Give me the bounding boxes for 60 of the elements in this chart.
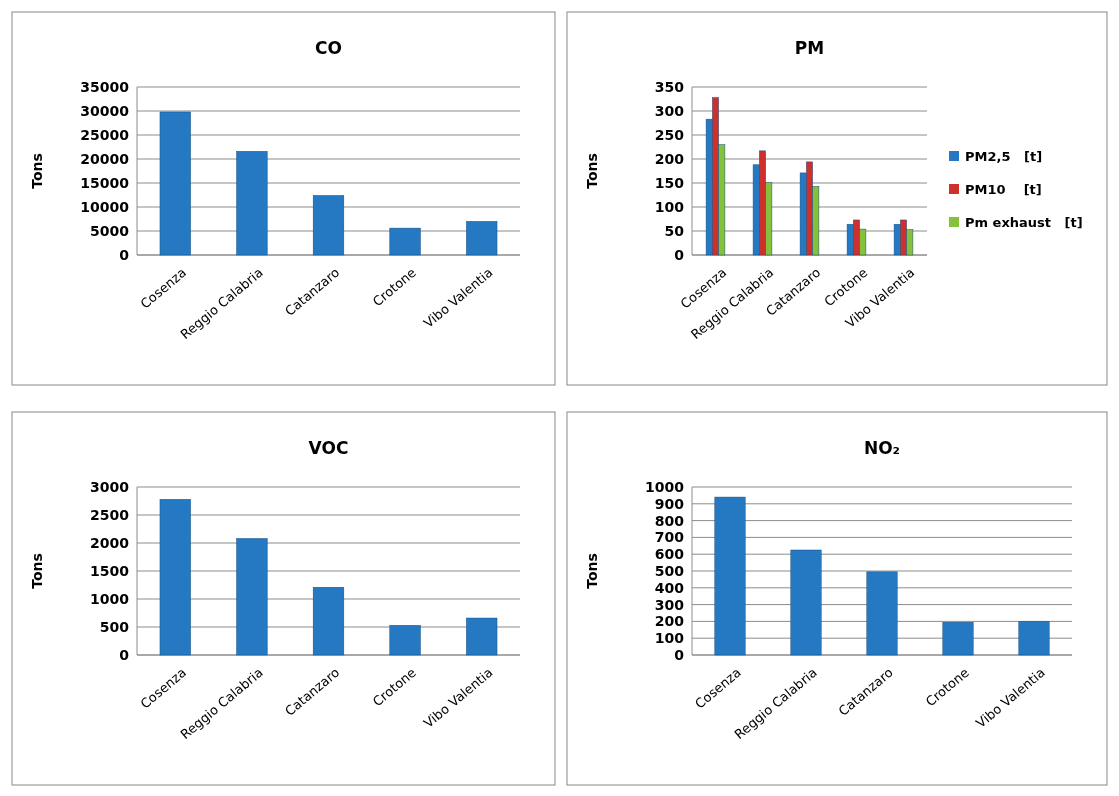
y-tick-label: 800	[654, 512, 685, 529]
y-tick-label: 50	[664, 222, 685, 239]
y-tick-label: 500	[99, 618, 130, 635]
bar	[389, 625, 421, 656]
y-tick-label: 5000	[90, 222, 130, 239]
y-axis-title: Tons	[584, 553, 600, 589]
y-tick-label: 300	[654, 102, 685, 119]
y-tick-label: 150	[654, 174, 685, 191]
y-tick-label: 600	[654, 546, 685, 563]
y-tick-label: 15000	[80, 174, 130, 191]
y-axis-title: Tons	[29, 553, 45, 589]
y-tick-label: 0	[674, 646, 685, 663]
y-tick-label: 10000	[80, 198, 130, 215]
y-axis-title: Tons	[29, 153, 45, 189]
y-tick-label: 900	[654, 495, 685, 512]
y-tick-label: 350	[654, 78, 685, 95]
chart-title: CO	[315, 38, 342, 58]
y-tick-label: 100	[654, 630, 685, 647]
y-tick-label: 20000	[80, 150, 130, 167]
y-tick-label: 0	[674, 246, 685, 263]
bar	[466, 617, 498, 656]
y-tick-label: 1500	[90, 562, 130, 579]
y-tick-label: 2500	[90, 506, 130, 523]
y-axis-title: Tons	[584, 153, 600, 189]
chart-title: VOC	[308, 438, 349, 458]
y-tick-label: 1000	[90, 590, 130, 607]
bar	[389, 227, 421, 256]
y-tick-label: 100	[654, 198, 685, 215]
y-tick-label: 25000	[80, 126, 130, 143]
y-tick-label: 0	[119, 246, 130, 263]
bar	[1018, 621, 1050, 656]
y-tick-label: 300	[654, 596, 685, 613]
y-tick-label: 30000	[80, 102, 130, 119]
bar	[866, 571, 898, 656]
y-tick-label: 400	[654, 579, 685, 596]
legend-label: PM10 [t]	[965, 181, 1042, 197]
bar	[714, 496, 746, 656]
bar	[236, 538, 268, 656]
bar	[466, 221, 498, 256]
y-tick-label: 2000	[90, 534, 130, 551]
bar	[942, 621, 974, 656]
bar	[790, 549, 822, 656]
y-tick-label: 500	[654, 562, 685, 579]
bar	[159, 499, 191, 656]
y-tick-label: 200	[654, 150, 685, 167]
bar	[312, 586, 345, 656]
bar	[236, 151, 268, 256]
y-tick-label: 1000	[645, 478, 685, 495]
y-tick-label: 0	[119, 646, 130, 663]
y-tick-label: 3000	[90, 478, 130, 495]
legend-label: PM2,5 [t]	[965, 148, 1043, 164]
bar	[312, 195, 345, 256]
y-tick-label: 700	[654, 529, 685, 546]
legend-label: Pm exhaust [t]	[965, 214, 1083, 230]
y-tick-label: 200	[654, 613, 685, 630]
chart-title: PM	[794, 38, 825, 58]
y-tick-label: 250	[654, 126, 685, 143]
y-tick-label: 35000	[80, 78, 130, 95]
bar	[159, 111, 191, 256]
chart-title: NO₂	[863, 438, 901, 458]
